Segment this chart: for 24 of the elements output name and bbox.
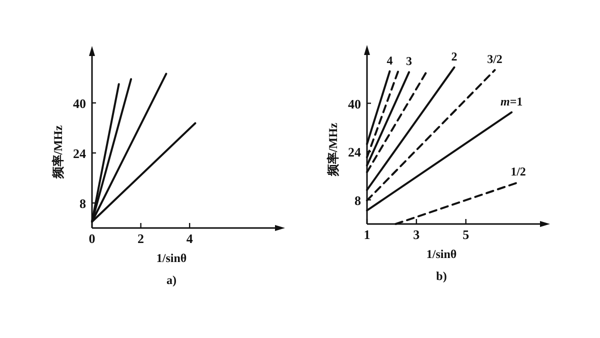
x-tick-label: 3 xyxy=(413,227,420,242)
y-tick-label: 40 xyxy=(73,96,86,111)
series-label: m=1 xyxy=(500,94,523,108)
x-tick-label: 4 xyxy=(186,231,194,246)
x-tick-label: 1 xyxy=(364,227,370,242)
series-label: 3/2 xyxy=(487,52,502,66)
y-tick-label: 24 xyxy=(348,144,362,160)
series-label: 2 xyxy=(451,49,458,64)
y-tick-label: 40 xyxy=(348,96,361,112)
x-axis-title: 1/sinθ xyxy=(426,247,457,261)
y-axis-title: 频率/MHz xyxy=(326,122,340,178)
x-tick-label: 0 xyxy=(88,231,96,246)
x-axis-title: 1/sinθ xyxy=(156,251,187,265)
series-label: 4 xyxy=(386,53,393,68)
series-label: 1/2 xyxy=(510,164,526,178)
text: a) xyxy=(166,273,176,287)
text: b) xyxy=(436,269,447,283)
y-tick-label: 24 xyxy=(73,146,86,161)
x-tick-label: 5 xyxy=(462,227,470,242)
y-axis-title: 频率/MHz xyxy=(51,124,65,180)
y-tick-label: 8 xyxy=(354,192,362,208)
series-label: 3 xyxy=(406,54,412,68)
y-tick-label: 8 xyxy=(80,196,86,211)
x-tick-label: 2 xyxy=(138,231,144,246)
